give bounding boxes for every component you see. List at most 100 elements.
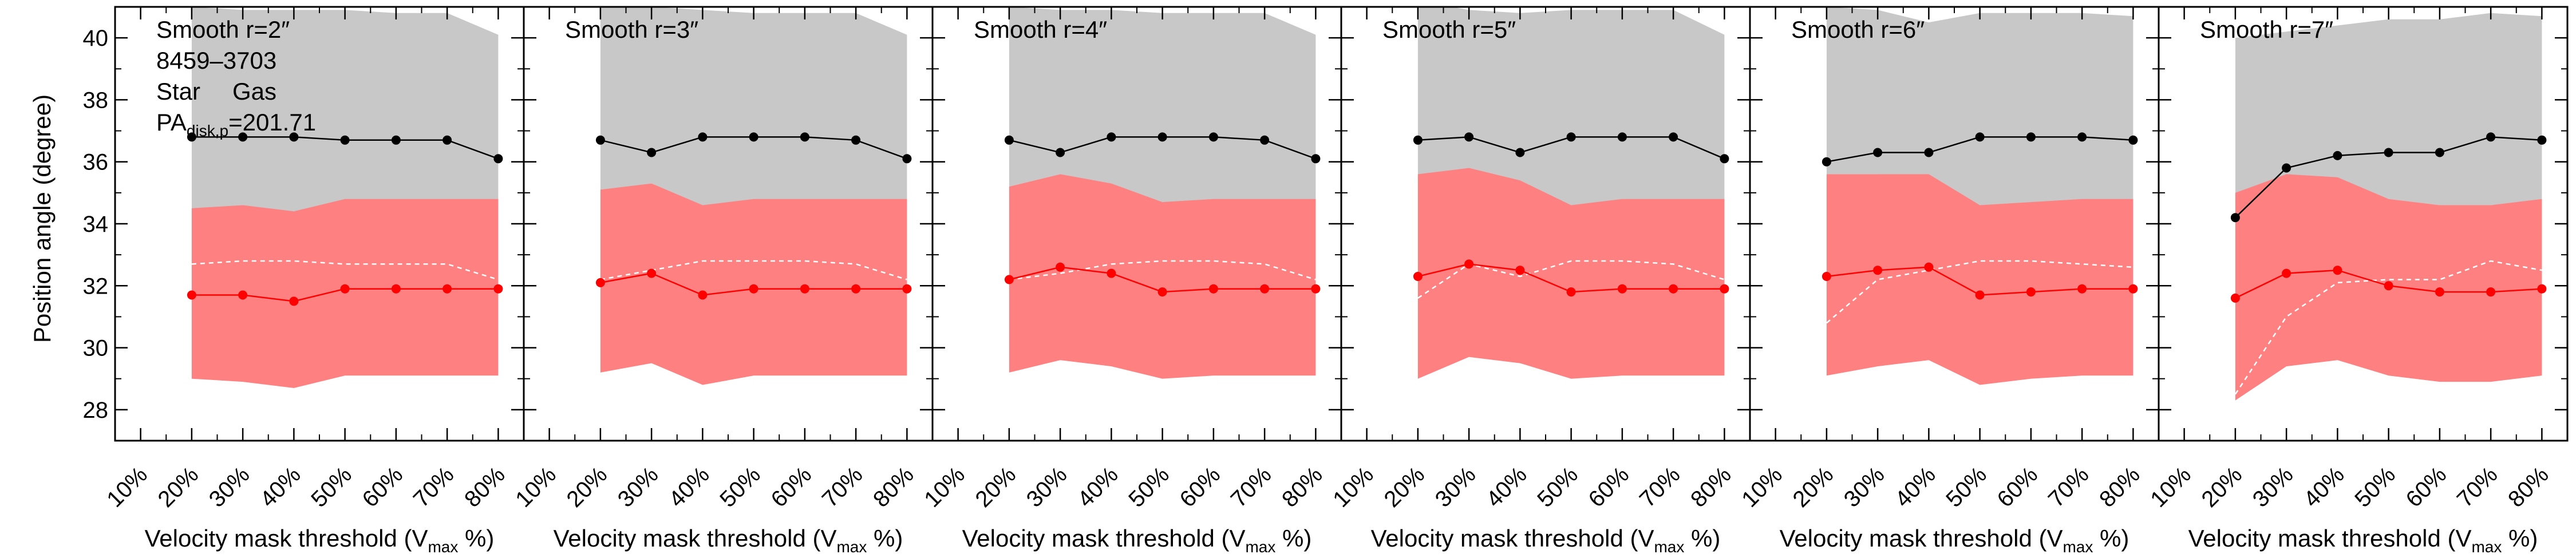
- star-point: [595, 135, 605, 145]
- star-point: [1260, 135, 1270, 145]
- x-tick-label: 50%: [1124, 462, 1174, 512]
- gas-band: [1009, 174, 1316, 379]
- star-point: [1208, 132, 1218, 142]
- x-tick-label: 70%: [2044, 462, 2094, 512]
- star-band: [191, 7, 499, 212]
- x-tick-label: 50%: [2350, 462, 2400, 512]
- gas-point: [1260, 284, 1270, 294]
- gas-point: [2128, 284, 2138, 294]
- x-tick-label: 80%: [460, 462, 510, 512]
- star-point: [1515, 148, 1525, 157]
- gas-point: [595, 278, 605, 287]
- x-tick-label: 20%: [1788, 462, 1839, 512]
- star-band: [1009, 7, 1316, 203]
- gas-point: [1311, 284, 1321, 294]
- x-axis-label: Velocity mask threshold (Vmax %): [1371, 525, 1721, 556]
- gas-band: [191, 199, 499, 388]
- star-point: [1413, 135, 1423, 145]
- x-tick-label: 60%: [1584, 462, 1634, 512]
- y-tick-label: 30: [83, 336, 109, 361]
- gas-band: [1826, 174, 2134, 385]
- gas-point: [749, 284, 758, 294]
- gas-point: [2333, 266, 2342, 275]
- star-point: [1669, 132, 1678, 142]
- x-tick-label: 50%: [1941, 462, 1992, 512]
- x-label-end: %): [1684, 525, 1720, 552]
- gas-point: [1669, 284, 1678, 294]
- x-tick-label: 20%: [2197, 462, 2247, 512]
- star-point: [1873, 148, 1883, 157]
- panel-title: Smooth r=6″: [1791, 16, 1925, 43]
- star-point: [2282, 163, 2291, 173]
- star-point: [1975, 132, 1985, 142]
- star-point: [1720, 154, 1729, 164]
- star-point: [2077, 132, 2087, 142]
- gas-point: [1566, 287, 1576, 297]
- x-axis-label: Velocity mask threshold (Vmax %): [145, 525, 495, 556]
- gas-point: [1056, 262, 1065, 272]
- gas-point: [2537, 284, 2547, 294]
- gas-point: [800, 284, 809, 294]
- gas-point: [1975, 290, 1985, 300]
- panel-3: 10% 20% 30% 40% 50% 60% 70% 80% Smooth r=4″ Veloc…: [919, 6, 1342, 556]
- x-label-sub: max: [2063, 538, 2093, 556]
- x-label-end: %): [867, 525, 903, 552]
- panel-title: Smooth r=3″: [565, 16, 698, 43]
- x-tick-label: 10%: [919, 462, 970, 512]
- star-point: [187, 132, 196, 142]
- x-tick-label: 60%: [2401, 462, 2452, 512]
- x-tick-label: 20%: [971, 462, 1021, 512]
- star-point: [1924, 148, 1934, 157]
- panel-4: 10% 20% 30% 40% 50% 60% 70% 80% Smooth r=5″ Veloc…: [1328, 6, 1751, 556]
- gas-point: [1873, 266, 1883, 275]
- x-label-end: %): [458, 525, 494, 552]
- gas-point: [851, 284, 861, 294]
- x-label-main: Velocity mask threshold (V: [554, 525, 837, 552]
- star-point: [2435, 148, 2444, 157]
- star-point: [238, 132, 248, 142]
- x-tick-label: 60%: [1993, 462, 2043, 512]
- galaxy-id: 8459–3703: [156, 47, 276, 74]
- x-tick-label: 70%: [1635, 462, 1685, 512]
- y-tick-label: 36: [83, 150, 109, 175]
- plot-area: [595, 7, 912, 385]
- y-axis-label: Position angle (degree): [29, 94, 56, 343]
- star-point: [1056, 148, 1065, 157]
- star-point: [2230, 213, 2240, 223]
- star-point: [340, 135, 350, 145]
- x-tick-label: 30%: [1431, 462, 1481, 512]
- star-band: [1417, 7, 1725, 205]
- panel-title: Smooth r=4″: [974, 16, 1107, 43]
- plot-area: [1413, 7, 1729, 379]
- star-point: [1464, 132, 1474, 142]
- gas-point: [902, 284, 912, 294]
- x-label-sub: max: [2471, 538, 2502, 556]
- x-axis-label: Velocity mask threshold (Vmax %): [554, 525, 903, 556]
- gas-point: [1515, 266, 1525, 275]
- pa-main: PA: [156, 109, 187, 136]
- x-tick-label: 60%: [358, 462, 408, 512]
- legend-star: Star: [156, 78, 200, 105]
- y-tick-label: 32: [83, 274, 109, 299]
- x-label-sub: max: [836, 538, 867, 556]
- x-tick-label: 40%: [1481, 462, 1532, 512]
- gas-point: [1208, 284, 1218, 294]
- x-tick-label: 10%: [1328, 462, 1378, 512]
- star-point: [647, 148, 657, 157]
- star-point: [698, 132, 708, 142]
- star-point: [902, 154, 912, 164]
- gas-point: [2026, 287, 2036, 297]
- y-tick-label: 40: [83, 26, 109, 51]
- star-band: [2235, 13, 2542, 205]
- x-tick-label: 80%: [2503, 462, 2554, 512]
- gas-point: [289, 296, 299, 306]
- x-tick-label: 50%: [1532, 462, 1583, 512]
- x-tick-label: 10%: [1737, 462, 1787, 512]
- gas-point: [1157, 287, 1167, 297]
- x-tick-label: 10%: [511, 462, 561, 512]
- star-point: [1311, 154, 1321, 164]
- panel-6: 10% 20% 30% 40% 50% 60% 70% 80% Smooth r=7″ Veloc…: [2146, 6, 2569, 556]
- star-point: [2384, 148, 2393, 157]
